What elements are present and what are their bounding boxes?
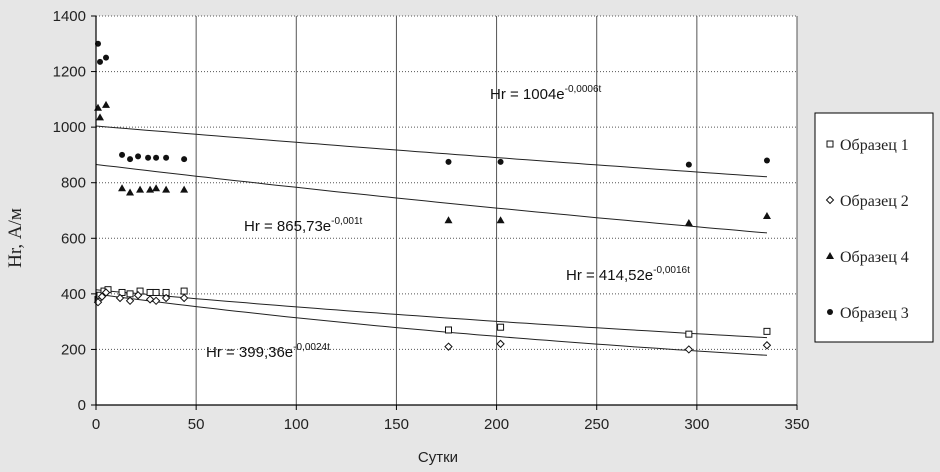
x-tick-label: 300 [684, 416, 709, 433]
legend-marker [826, 252, 834, 259]
y-tick-label: 400 [61, 286, 86, 303]
legend: Образец 1 Образец 2 Образец 4 Образец 3 [814, 112, 934, 343]
x-tick-label: 50 [188, 416, 205, 433]
data-point [179, 293, 189, 303]
y-tick-label: 0 [78, 397, 86, 414]
legend-marker [826, 140, 834, 148]
x-tick-label: 350 [784, 416, 809, 433]
data-point [118, 288, 126, 296]
data-point [445, 326, 453, 334]
trend-equation: Hr = 1004e-0,0006t [490, 84, 602, 103]
data-point [133, 291, 143, 300]
legend-marker [825, 195, 835, 205]
legend-box [814, 112, 934, 343]
data-point [762, 341, 772, 350]
data-point [115, 293, 125, 303]
data-point [96, 113, 105, 121]
y-tick-label: 600 [61, 230, 86, 247]
data-point [684, 345, 694, 354]
data-point [180, 287, 188, 295]
data-point [145, 154, 152, 161]
data-point [497, 158, 504, 165]
y-axis-label: Hr, А/м [5, 208, 26, 268]
data-point [103, 54, 110, 61]
data-point [125, 296, 135, 306]
data-point [763, 157, 770, 164]
trend-lines [95, 125, 768, 356]
trend-line [95, 293, 768, 356]
data-point [153, 154, 160, 161]
legend-label: Образец 4 [840, 249, 909, 266]
x-tick-label: 100 [284, 416, 309, 433]
data-point [763, 327, 771, 335]
y-tick-label: 1000 [53, 119, 86, 136]
legend-label: Образец 3 [840, 305, 909, 322]
y-tick-label: 200 [61, 341, 86, 358]
x-tick-label: 150 [384, 416, 409, 433]
trend-equation: Hr = 414,52e-0,0016t [566, 265, 690, 284]
data-point [126, 188, 135, 196]
data-point [97, 292, 107, 301]
data-point [496, 339, 505, 349]
data-point [136, 185, 145, 193]
data-point [119, 151, 126, 158]
trend-equation: Hr = 865,73e-0,001t [244, 216, 363, 235]
trend-line [95, 125, 768, 178]
data-point [445, 158, 452, 165]
data-point [152, 184, 161, 192]
data-point [163, 154, 170, 161]
data-point [146, 288, 154, 296]
legend-label: Образец 1 [840, 137, 909, 154]
legend-label: Образец 2 [840, 193, 909, 210]
data-point [146, 185, 155, 193]
data-point [102, 100, 111, 108]
data-point [444, 342, 453, 351]
axes [91, 15, 798, 410]
data-point [180, 185, 189, 193]
x-tick-label: 250 [584, 416, 609, 433]
data-point [118, 184, 127, 192]
data-point [127, 156, 134, 163]
legend-marker [827, 309, 833, 315]
trend-line [95, 289, 768, 339]
y-tick-label: 800 [61, 175, 86, 192]
tick-labels: 0 50 100 150 200 250 300 350 0 200 400 600 800 1000 12… [53, 8, 810, 433]
data-point [496, 216, 505, 224]
data-point [684, 219, 693, 227]
data-point [497, 323, 505, 331]
data-point [101, 288, 111, 297]
data-point [762, 212, 771, 220]
x-axis-label: Сутки [418, 449, 458, 466]
data-point [97, 58, 104, 65]
data-points [93, 40, 772, 354]
x-tick-label: 0 [92, 416, 100, 433]
y-tick-label: 1400 [53, 8, 86, 25]
data-point [145, 295, 155, 304]
grid-lines [96, 15, 798, 405]
data-point [685, 330, 693, 338]
x-tick-label: 200 [484, 416, 509, 433]
data-point [685, 161, 692, 168]
trend-line [95, 164, 768, 234]
data-point [126, 290, 134, 298]
trend-equation: Hr = 399,36e-0,0024t [206, 342, 330, 361]
trend-equations: Hr = 414,52e-0,0016t Hr = 399,36e-0,0024t… [206, 84, 690, 361]
plot-area [96, 16, 797, 405]
data-point [161, 293, 171, 303]
data-point [181, 156, 188, 163]
data-point [162, 185, 171, 193]
data-point [135, 153, 142, 160]
data-point [444, 216, 453, 224]
data-point [151, 296, 161, 306]
y-tick-label: 1200 [53, 64, 86, 81]
data-point [152, 288, 160, 296]
